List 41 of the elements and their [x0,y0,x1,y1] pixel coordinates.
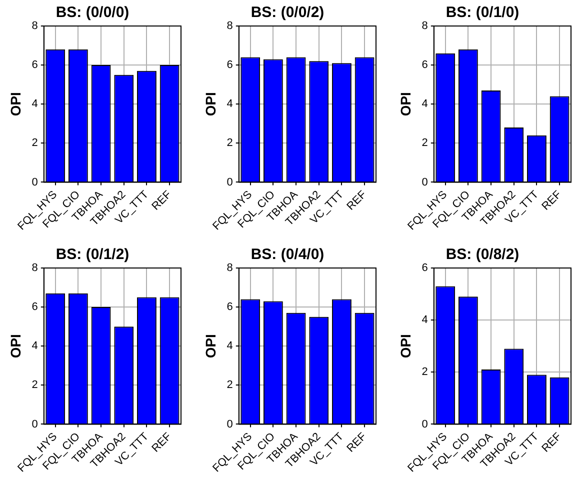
y-tick-label: 4 [226,98,233,110]
y-tick-label: 4 [32,98,38,110]
chart-title: BS: (0/8/2) [446,246,520,264]
y-tick-label: 6 [32,301,38,314]
y-tick-label: 8 [226,262,233,274]
y-tick-label: 6 [422,262,428,274]
y-tick-label: 0 [32,176,38,188]
y-tick-label: 8 [32,20,38,32]
y-tick-label: 4 [422,314,428,326]
y-tick-label: 2 [32,137,38,150]
y-tick-label: 0 [32,418,38,430]
y-tick-label: 4 [422,98,428,110]
y-tick-label: 0 [226,418,233,430]
y-axis-title: OPI [202,92,218,116]
y-tick-label: 4 [226,340,233,352]
y-tick-label: 8 [32,262,38,274]
y-tick-label: 0 [422,418,428,430]
y-tick-label: 6 [32,59,38,72]
y-tick-label: 8 [422,20,428,32]
chart-title: BS: (0/1/2) [56,246,130,264]
chart-title: BS: (0/4/0) [250,246,324,264]
y-tick-label: 4 [32,340,38,352]
chart-title: BS: (0/1/0) [446,4,520,22]
y-tick-label: 6 [226,301,233,314]
y-axis-title: OPI [7,92,24,116]
y-tick-label: 2 [422,366,428,378]
y-tick-label: 2 [226,379,233,392]
y-axis-title: OPI [397,334,414,358]
y-tick-label: 0 [422,176,428,188]
y-tick-label: 2 [226,137,233,150]
chart-title: BS: (0/0/2) [250,4,324,22]
y-tick-label: 8 [226,20,233,32]
y-tick-label: 6 [422,59,428,72]
y-axis-title: OPI [7,334,24,358]
y-tick-label: 2 [422,137,428,150]
y-tick-label: 6 [226,59,233,72]
y-axis-title: OPI [397,92,414,116]
y-axis-title: OPI [202,334,218,358]
y-tick-label: 2 [32,379,38,392]
chart-title: BS: (0/0/0) [56,4,130,22]
y-tick-label: 0 [226,176,233,188]
